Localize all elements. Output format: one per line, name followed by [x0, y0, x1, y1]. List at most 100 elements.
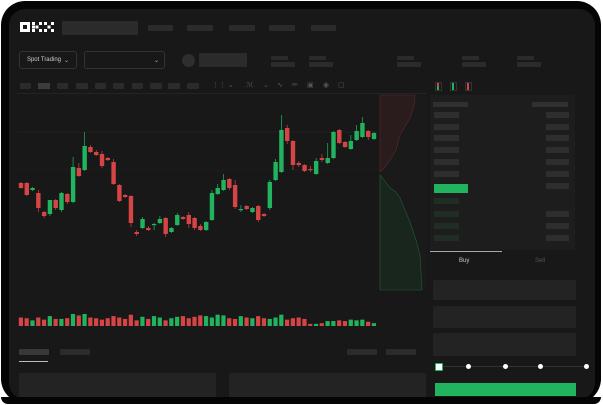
volume-bar [313, 323, 319, 326]
timeframe-button[interactable] [187, 83, 199, 89]
ask-row [434, 112, 459, 118]
volume-bar [232, 318, 238, 326]
candle-body [371, 133, 377, 139]
candle-body [99, 154, 105, 166]
tab-open-orders[interactable] [19, 349, 49, 355]
search-input[interactable] [62, 21, 138, 35]
total-input[interactable] [433, 333, 576, 356]
timeframe-button[interactable] [76, 83, 88, 89]
orderbook-bids-icon[interactable] [450, 82, 457, 91]
nav-item[interactable] [187, 25, 213, 31]
nav-item[interactable] [148, 25, 173, 31]
amount-slider-track[interactable] [438, 366, 588, 367]
volume-bar [354, 320, 359, 326]
tab-sell[interactable]: Sell [535, 258, 546, 264]
volume-bar [128, 314, 133, 326]
amount-input[interactable] [433, 306, 576, 328]
tab-buy[interactable]: Buy [459, 258, 470, 264]
amount-slider-handle[interactable] [435, 363, 443, 371]
pencil-icon[interactable]: ✏ [292, 82, 298, 89]
volume-bar [296, 317, 301, 326]
volume-bar [76, 315, 81, 326]
volume-bar [331, 321, 336, 326]
filter-button[interactable] [386, 349, 416, 355]
candle-body [308, 169, 313, 171]
timeframe-button[interactable] [132, 83, 143, 89]
volume-bar [157, 317, 162, 326]
timeframe-button[interactable] [57, 83, 68, 89]
indicator-icon[interactable]: ℳ [246, 82, 254, 89]
fullscreen-icon[interactable]: ▢ [338, 82, 345, 89]
market-selector-label: Spot Trading [26, 57, 61, 63]
active-tab-underline [19, 361, 48, 362]
volume-bar [30, 320, 35, 326]
ask-size [546, 183, 569, 189]
volume-bar [203, 316, 209, 326]
volume-bar [244, 317, 249, 326]
candle-body [140, 219, 145, 228]
timeframe-button[interactable] [95, 83, 106, 89]
active-tab-underline [430, 251, 502, 252]
slider-stop[interactable] [538, 364, 543, 369]
candle-body [209, 193, 215, 220]
tab-order-history[interactable] [60, 349, 90, 355]
slider-stop[interactable] [466, 364, 471, 369]
candle-body [128, 196, 134, 223]
nav-item[interactable] [311, 25, 336, 31]
price-input[interactable] [433, 280, 576, 300]
market-selector[interactable]: Spot Trading ⌄ [19, 51, 77, 69]
nav-item[interactable] [229, 25, 255, 31]
volume-bar [18, 317, 23, 326]
candle-body [221, 180, 226, 190]
candle-body [146, 228, 151, 230]
candle-body [337, 130, 342, 143]
candle-body [290, 141, 296, 165]
settings-icon[interactable]: ◉ [323, 82, 330, 89]
orderbook-both-icon[interactable] [435, 82, 442, 91]
volume-bar [308, 323, 313, 326]
volume-bar [88, 317, 93, 326]
nav-item[interactable] [269, 25, 295, 31]
ask-size [546, 124, 569, 130]
volume-bar [163, 320, 168, 326]
bid-row [434, 211, 459, 217]
line-icon[interactable]: ∿ [277, 82, 283, 89]
candle-body [325, 158, 330, 163]
candles-icon[interactable]: ⋮⋮ [212, 82, 226, 89]
volume-bar [122, 318, 128, 326]
depth-bids-area [379, 174, 423, 291]
volume-bar [151, 316, 157, 326]
chevron-down-icon[interactable]: ⌄ [263, 82, 269, 89]
timeframe-button[interactable] [20, 83, 31, 89]
candle-body [232, 185, 238, 207]
chevron-down-icon: ⌄ [153, 57, 159, 64]
slider-stop[interactable] [584, 364, 589, 369]
volume-bar [221, 315, 226, 326]
candle-body [180, 217, 186, 219]
buy-button[interactable] [435, 383, 576, 396]
candle-body [192, 218, 197, 228]
timeframe-button[interactable] [113, 83, 124, 89]
volume-bar [198, 315, 203, 326]
volume-bar [325, 321, 330, 326]
candle-body [227, 179, 232, 188]
candle-body [117, 185, 122, 201]
pair-selector[interactable]: ⌄ [84, 51, 165, 69]
timeframe-button[interactable] [38, 83, 50, 89]
chevron-down-icon[interactable]: ⌄ [228, 82, 234, 89]
camera-icon[interactable]: ▣ [307, 82, 314, 89]
candle-body [88, 147, 93, 152]
timeframe-button[interactable] [168, 83, 180, 89]
orderbook-asks-icon[interactable] [465, 82, 472, 91]
volume-bar [337, 320, 342, 326]
volume-bar [99, 319, 105, 326]
chevron-down-icon: ⌄ [64, 57, 70, 64]
slider-stop[interactable] [503, 364, 508, 369]
ask-size [546, 147, 569, 153]
candle-body [279, 130, 284, 172]
candle-body [169, 228, 174, 232]
filter-button[interactable] [347, 349, 377, 355]
volume-bar [105, 318, 110, 326]
timeframe-button[interactable] [150, 83, 162, 89]
